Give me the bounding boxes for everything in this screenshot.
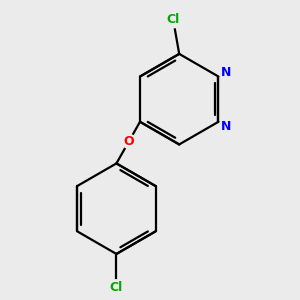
Text: N: N <box>221 66 231 79</box>
Text: N: N <box>221 120 231 133</box>
Text: O: O <box>124 135 134 148</box>
Text: Cl: Cl <box>110 281 123 294</box>
Text: Cl: Cl <box>167 13 180 26</box>
